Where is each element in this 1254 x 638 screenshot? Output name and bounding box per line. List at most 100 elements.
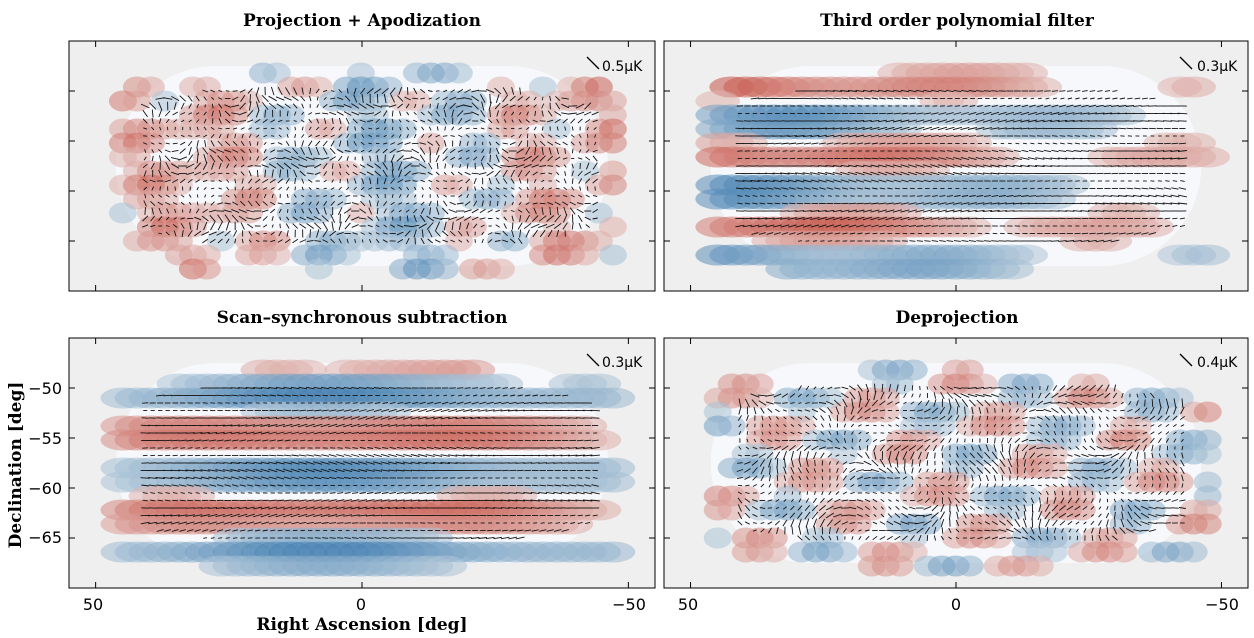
polarization-vector xyxy=(268,95,278,102)
polarization-vector xyxy=(556,126,559,131)
polarization-vector xyxy=(224,214,231,223)
polarization-vector xyxy=(592,217,598,220)
polarization-vector xyxy=(570,134,575,138)
polarization-vector xyxy=(196,146,200,156)
polarization-vector xyxy=(923,112,932,115)
polarization-vector xyxy=(181,230,184,237)
polarization-vector xyxy=(541,103,545,109)
polarization-vector xyxy=(1097,142,1103,145)
polarization-vector xyxy=(1110,210,1120,212)
polarization-vector xyxy=(893,112,901,115)
polarization-vector xyxy=(391,110,394,117)
polarization-vector xyxy=(268,416,278,420)
scale-bar-vector xyxy=(586,353,600,367)
polarization-vector xyxy=(195,95,200,102)
polarization-vector xyxy=(397,239,404,243)
polarization-vector xyxy=(744,202,751,205)
polarization-vector xyxy=(376,155,379,162)
polarization-vector xyxy=(1005,119,1015,123)
polarization-vector xyxy=(215,507,225,509)
polarization-vector xyxy=(223,506,233,510)
polarization-vector xyxy=(767,150,773,152)
polarization-vector xyxy=(353,94,358,103)
polarization-vector xyxy=(195,492,200,494)
polarization-vector xyxy=(1028,111,1037,116)
polarization-vector xyxy=(568,447,578,449)
polarization-vector xyxy=(568,112,577,115)
polarization-vector xyxy=(389,401,396,405)
polarization-vector xyxy=(418,454,428,457)
polarization-vector xyxy=(1050,157,1060,160)
polarization-vector xyxy=(291,431,300,435)
polarization-vector xyxy=(247,484,254,487)
polarization-vector xyxy=(380,499,390,502)
polarization-vector xyxy=(480,127,485,130)
polarization-vector xyxy=(495,394,501,397)
polarization-vector xyxy=(856,142,864,145)
polarization-vector xyxy=(471,208,479,214)
polarization-vector xyxy=(391,134,395,138)
polarization-vector xyxy=(426,222,434,230)
polarization-vector xyxy=(892,209,903,213)
polarization-vector xyxy=(375,118,380,124)
polarization-vector xyxy=(922,217,932,220)
polarization-vector xyxy=(471,401,479,405)
polarization-vector xyxy=(952,126,963,131)
polarization-vector xyxy=(189,222,192,230)
polarization-vector xyxy=(170,469,180,472)
polarization-vector xyxy=(301,186,304,191)
polarization-vector xyxy=(233,127,238,130)
polarization-vector xyxy=(1005,172,1015,175)
polarization-vector xyxy=(413,133,417,139)
polarization-vector xyxy=(395,424,405,427)
polarization-vector xyxy=(313,163,322,169)
polarization-vector xyxy=(308,140,313,147)
polarization-vector xyxy=(594,141,597,146)
polarization-vector xyxy=(291,96,299,101)
polarization-vector xyxy=(209,214,216,223)
polarization-vector xyxy=(549,206,552,216)
polarization-vector xyxy=(455,408,465,413)
polarization-vector xyxy=(523,507,533,509)
polarization-vector xyxy=(463,446,472,450)
polarization-vector xyxy=(420,119,426,123)
polarization-vector xyxy=(376,215,380,222)
polarization-vector xyxy=(178,439,187,442)
polarization-vector xyxy=(961,180,969,182)
polarization-vector xyxy=(848,134,857,138)
polarization-vector xyxy=(142,492,148,494)
polarization-vector xyxy=(246,439,254,442)
polarization-vector xyxy=(204,104,206,108)
polarization-vector xyxy=(999,104,1006,108)
polarization-vector xyxy=(1147,157,1158,160)
polarization-vector xyxy=(255,101,260,111)
polarization-vector xyxy=(211,110,214,117)
polarization-vector xyxy=(953,89,962,93)
polarization-vector xyxy=(335,514,345,517)
polarization-vector xyxy=(983,240,992,242)
polarization-vector xyxy=(457,179,463,183)
polarization-vector xyxy=(299,216,306,221)
polarization-vector xyxy=(547,141,554,146)
polarization-vector xyxy=(975,202,985,205)
polarization-vector xyxy=(1134,97,1141,100)
polarization-vector xyxy=(217,238,223,244)
polarization-vector xyxy=(275,461,285,465)
polarization-vector xyxy=(254,119,261,123)
polarization-vector xyxy=(933,385,937,391)
polarization-vector xyxy=(270,231,275,236)
polarization-vector xyxy=(840,90,850,92)
polarization-vector xyxy=(429,146,432,156)
polarization-vector xyxy=(313,386,322,390)
polarization-vector xyxy=(209,209,217,213)
polarization-vector xyxy=(239,89,246,93)
polarization-vector xyxy=(797,195,802,197)
polarization-vector xyxy=(163,439,172,442)
polarization-vector xyxy=(576,111,585,116)
polarization-vector xyxy=(562,214,568,223)
polarization-vector xyxy=(960,172,970,175)
polarization-vector xyxy=(555,102,561,110)
polarization-vector xyxy=(1172,224,1178,228)
polarization-vector xyxy=(314,537,321,539)
polarization-vector xyxy=(555,164,560,168)
